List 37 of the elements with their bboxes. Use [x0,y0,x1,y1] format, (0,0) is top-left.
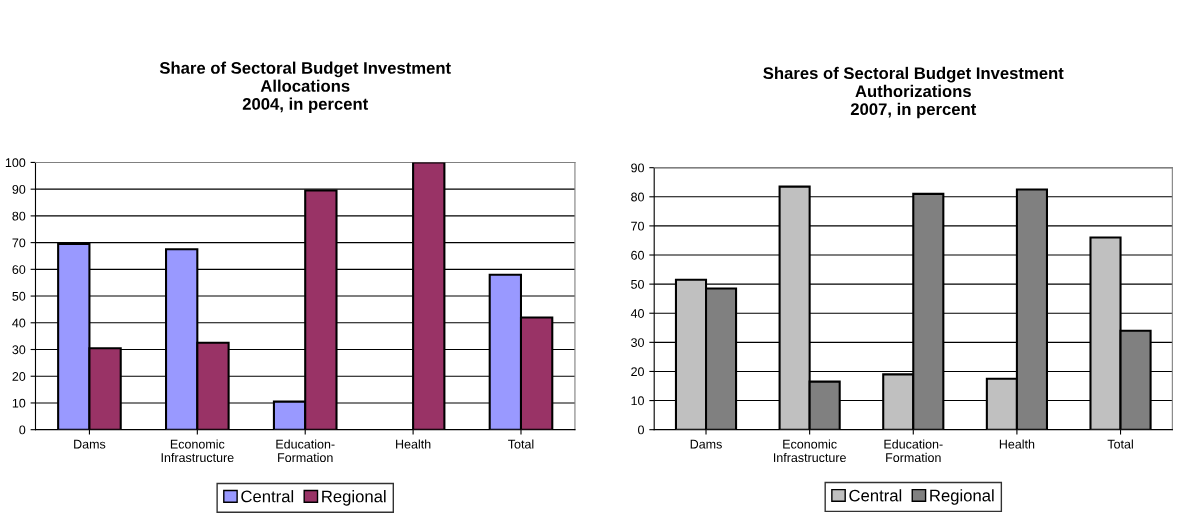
x-tick-label: Health [999,439,1035,449]
x-tick-label: Education- Formation [276,439,335,463]
y-tick-label: 30 [631,338,644,347]
y-tick-label: 50 [12,291,26,301]
y-tick-label: 50 [631,279,644,289]
y-tick-label: 40 [12,318,26,328]
x-tick-label: Economic Infrastructure [773,439,846,463]
y-tick-label: 100 [5,158,26,168]
y-tick-label: 0 [638,425,644,435]
y-tick-label: 60 [12,265,26,274]
y-tick-label: 70 [631,221,644,231]
y-tick-label: 20 [631,367,644,377]
x-tick-label: Total [1107,439,1133,449]
y-tick-label: 80 [631,192,644,202]
chart-title: Shares of Sectoral Budget Investment Authorizations 2007, in percent [763,66,1064,119]
x-tick-label: Health [396,439,431,449]
y-tick-label: 80 [12,211,26,221]
y-tick-label: 70 [12,238,26,248]
y-tick-label: 30 [12,345,26,355]
y-tick-label: 90 [631,163,644,173]
y-tick-label: 90 [12,184,26,194]
y-tick-label: 60 [631,250,644,260]
legend-label: Central [849,489,902,502]
y-tick-label: 10 [631,396,644,406]
y-tick-label: 40 [630,309,644,318]
x-tick-label: Dams [690,439,722,449]
legend-label: Central [241,490,294,503]
x-tick-label: Economic Infrastructure [161,439,234,463]
legend-label: Regional [930,489,994,505]
y-tick-label: 0 [19,425,26,435]
x-tick-label: Dams [74,439,106,449]
chart-title: Share of Sectoral Budget Investment Allocations 2004, in percent [159,61,451,114]
y-tick-label: 20 [12,372,26,381]
y-tick-label: 10 [12,398,26,408]
x-tick-label: Education- Formation [884,439,943,463]
x-tick-label: Total [508,439,534,449]
legend-label: Regional [322,490,386,506]
